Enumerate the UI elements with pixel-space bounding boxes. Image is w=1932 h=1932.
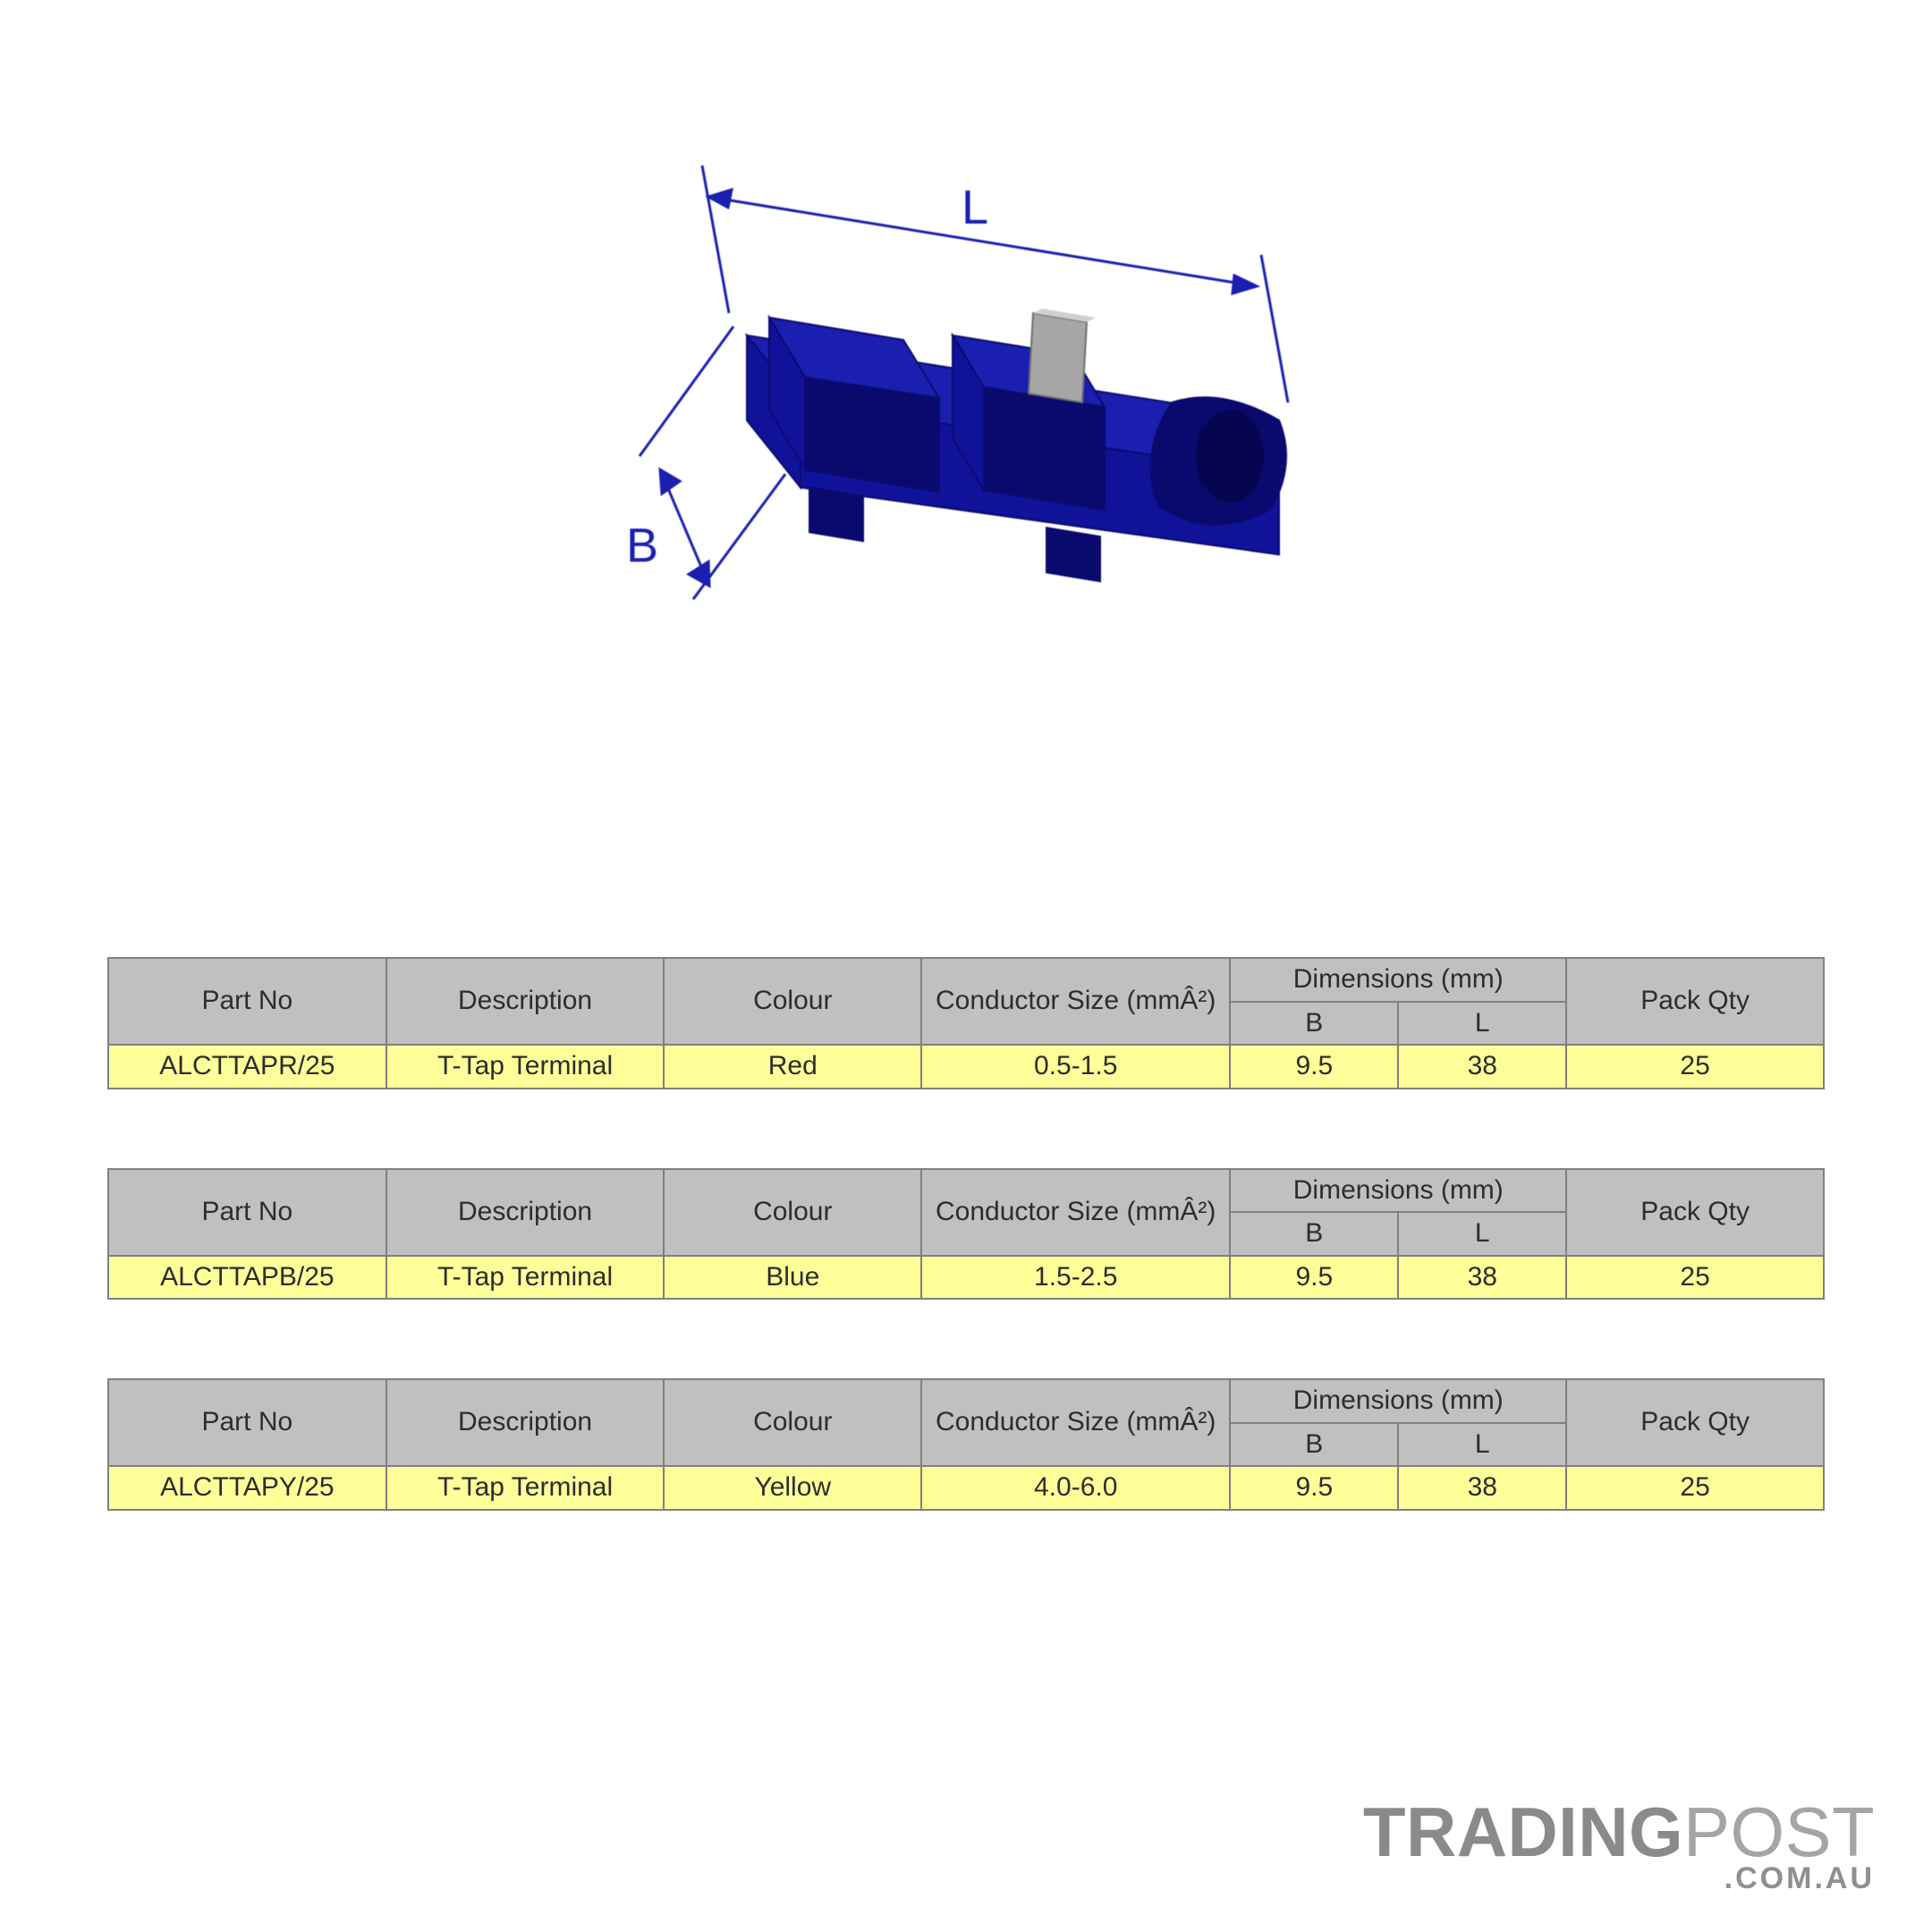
col-desc: Description [386, 1169, 665, 1256]
table-row: ALCTTAPY/25 T-Tap Terminal Yellow 4.0-6.… [108, 1466, 1824, 1510]
cell-b: 9.5 [1230, 1466, 1398, 1510]
dim-l-label: L [962, 181, 988, 234]
cell-cond: 4.0-6.0 [921, 1466, 1230, 1510]
diagram-container: L B [107, 134, 1825, 635]
dim-l-arrow-l [708, 190, 732, 208]
col-dim-l: L [1398, 1423, 1566, 1467]
cell-cond: 0.5-1.5 [921, 1045, 1230, 1089]
watermark: TRADINGPOST .COM.AU [1363, 1799, 1875, 1896]
cell-part: ALCTTAPY/25 [108, 1466, 386, 1510]
col-part: Part No [108, 1379, 386, 1466]
col-dim-b: B [1230, 1212, 1398, 1256]
col-part: Part No [108, 1169, 386, 1256]
table-row: ALCTTAPR/25 T-Tap Terminal Red 0.5-1.5 9… [108, 1045, 1824, 1089]
dim-b-arrow-b [689, 562, 709, 586]
dim-l-arrow-r [1233, 275, 1257, 293]
cell-desc: T-Tap Terminal [386, 1256, 665, 1300]
cell-qty: 25 [1566, 1045, 1824, 1089]
col-cond: Conductor Size (mmÂ²) [921, 1169, 1230, 1256]
spec-table: Part No Description Colour Conductor Siz… [107, 1378, 1825, 1511]
connector-body [747, 309, 1286, 581]
col-cond: Conductor Size (mmÂ²) [921, 958, 1230, 1045]
col-dims: Dimensions (mm) [1230, 1169, 1566, 1213]
col-desc: Description [386, 1379, 665, 1466]
col-dim-b: B [1230, 1423, 1398, 1467]
part-diagram: L B [546, 134, 1386, 635]
dim-l-left [702, 165, 729, 313]
cell-l: 38 [1398, 1045, 1566, 1089]
cell-b: 9.5 [1230, 1256, 1398, 1300]
col-qty: Pack Qty [1566, 1169, 1824, 1256]
cell-part: ALCTTAPR/25 [108, 1045, 386, 1089]
col-qty: Pack Qty [1566, 1379, 1824, 1466]
col-cond: Conductor Size (mmÂ²) [921, 1379, 1230, 1466]
col-desc: Description [386, 958, 665, 1045]
dim-b-label: B [626, 519, 658, 572]
dim-l-right [1261, 255, 1288, 402]
cell-colour: Red [664, 1045, 921, 1089]
cell-cond: 1.5-2.5 [921, 1256, 1230, 1300]
col-colour: Colour [664, 1169, 921, 1256]
cell-b: 9.5 [1230, 1045, 1398, 1089]
col-dim-b: B [1230, 1002, 1398, 1046]
cell-desc: T-Tap Terminal [386, 1045, 665, 1089]
tables-container: Part No Description Colour Conductor Siz… [107, 957, 1825, 1511]
dim-b-top [640, 326, 733, 456]
cell-part: ALCTTAPB/25 [108, 1256, 386, 1300]
watermark-post: POST [1683, 1792, 1875, 1871]
watermark-trading: TRADING [1363, 1792, 1683, 1871]
cell-colour: Blue [664, 1256, 921, 1300]
page: L B [0, 0, 1932, 1932]
cell-l: 38 [1398, 1256, 1566, 1300]
cell-qty: 25 [1566, 1466, 1824, 1510]
watermark-line1: TRADINGPOST [1363, 1799, 1875, 1865]
col-dims: Dimensions (mm) [1230, 1379, 1566, 1423]
col-colour: Colour [664, 958, 921, 1045]
cell-desc: T-Tap Terminal [386, 1466, 665, 1510]
table-row: ALCTTAPB/25 T-Tap Terminal Blue 1.5-2.5 … [108, 1256, 1824, 1300]
spec-table: Part No Description Colour Conductor Siz… [107, 957, 1825, 1089]
col-qty: Pack Qty [1566, 958, 1824, 1045]
col-colour: Colour [664, 1379, 921, 1466]
col-dims: Dimensions (mm) [1230, 958, 1566, 1002]
col-part: Part No [108, 958, 386, 1045]
spec-table: Part No Description Colour Conductor Siz… [107, 1168, 1825, 1301]
col-dim-l: L [1398, 1002, 1566, 1046]
cell-colour: Yellow [664, 1466, 921, 1510]
cell-l: 38 [1398, 1466, 1566, 1510]
cell-qty: 25 [1566, 1256, 1824, 1300]
col-dim-l: L [1398, 1212, 1566, 1256]
